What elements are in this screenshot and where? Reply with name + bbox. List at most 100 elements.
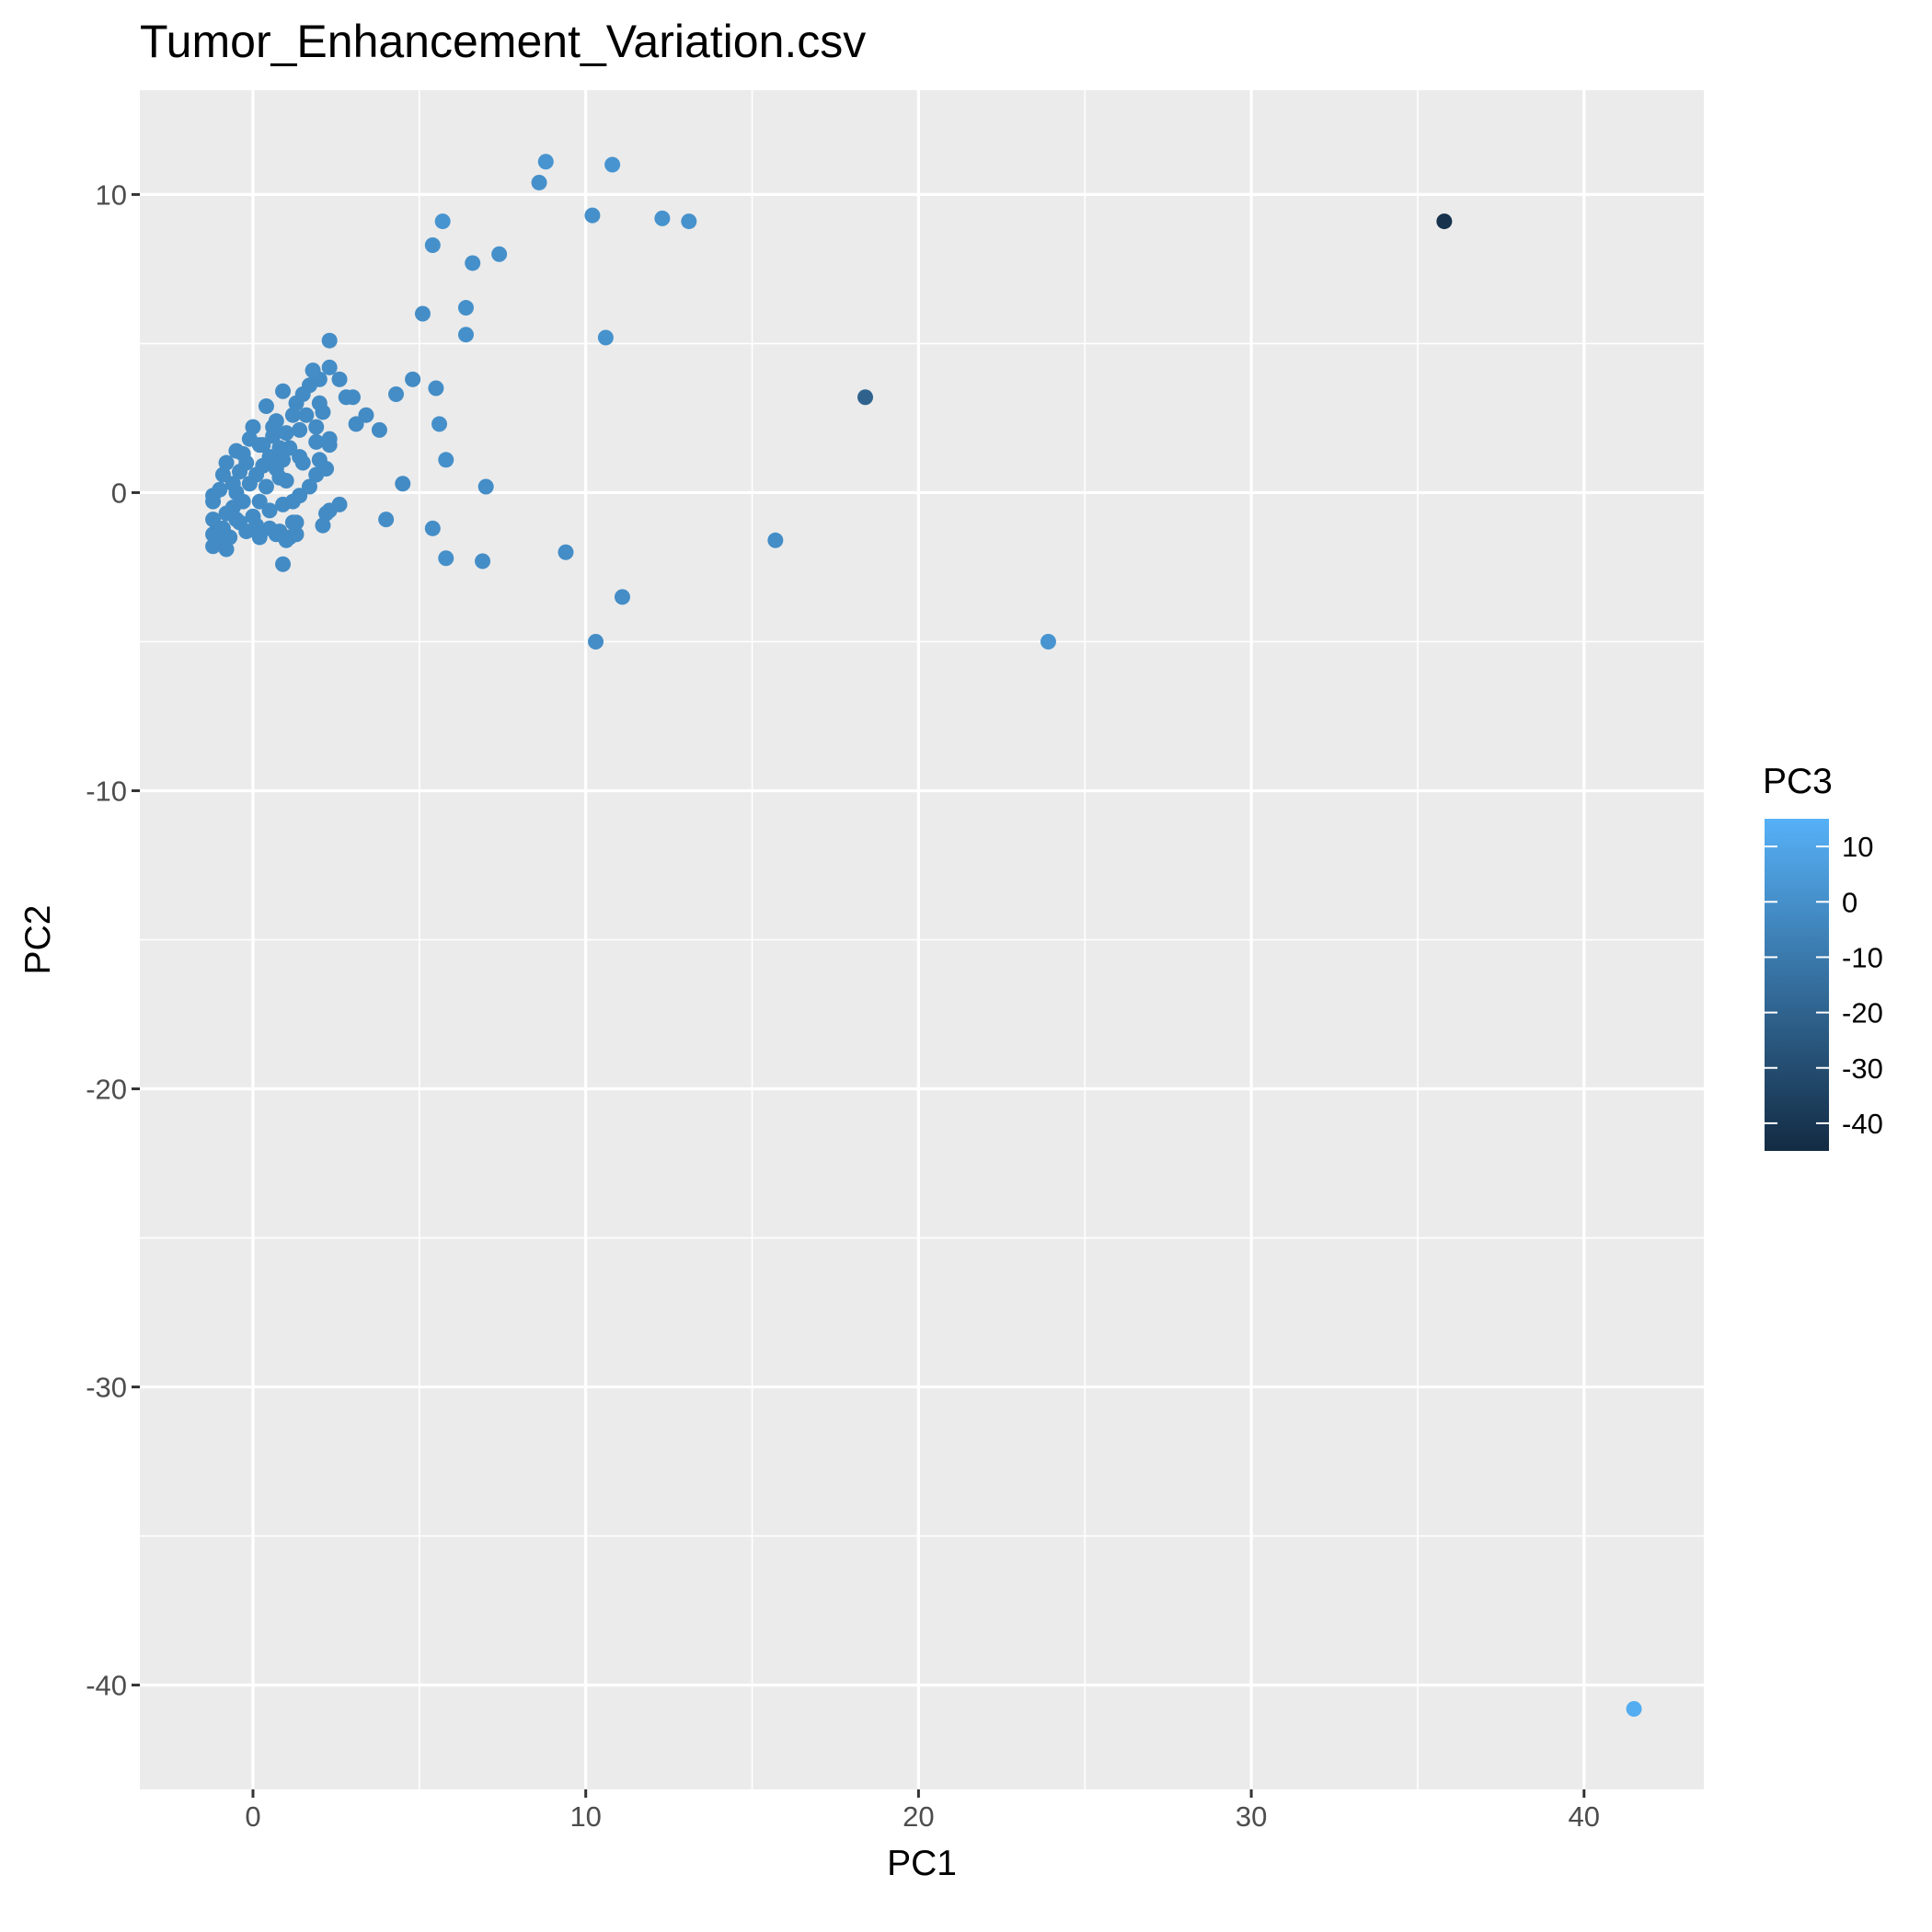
data-point xyxy=(248,517,265,534)
y-tick-label: 10 xyxy=(96,178,127,211)
data-points xyxy=(205,154,1642,1718)
data-point xyxy=(681,213,697,230)
data-point xyxy=(241,476,258,492)
data-point xyxy=(311,395,328,411)
data-point xyxy=(558,544,574,560)
data-point xyxy=(414,305,431,322)
color-legend: PC3 10 0 -10 -20 -30 -40 xyxy=(1763,762,1883,1151)
data-point xyxy=(305,362,321,379)
data-point xyxy=(315,517,331,534)
legend-tick-label: 0 xyxy=(1842,886,1857,918)
data-point xyxy=(205,538,222,555)
data-point xyxy=(282,440,298,456)
data-point xyxy=(241,431,258,447)
data-point xyxy=(857,389,874,406)
data-point xyxy=(255,437,271,454)
data-point xyxy=(261,502,278,519)
data-point xyxy=(654,210,671,226)
y-tick-label: -30 xyxy=(86,1372,127,1404)
data-point xyxy=(288,395,305,411)
data-point xyxy=(321,359,338,375)
x-axis-title: PC1 xyxy=(887,1844,957,1883)
data-point xyxy=(431,416,448,432)
data-point xyxy=(395,476,411,492)
data-point xyxy=(212,481,228,498)
x-tick-label: 20 xyxy=(903,1800,934,1833)
data-point xyxy=(424,236,441,253)
legend-tick-label: 10 xyxy=(1842,831,1873,863)
x-axis-ticks: 0 10 20 30 40 xyxy=(245,1789,1600,1833)
data-point xyxy=(588,633,604,650)
y-axis-ticks: 10 0 -10 -20 -30 -40 xyxy=(86,178,140,1702)
data-point xyxy=(338,389,354,406)
grid-minor xyxy=(140,90,1704,1789)
data-point xyxy=(604,156,621,173)
data-point xyxy=(767,532,784,548)
data-point xyxy=(288,514,305,531)
y-tick-label: -20 xyxy=(86,1074,127,1106)
data-point xyxy=(278,425,294,442)
colorbar xyxy=(1765,819,1829,1151)
data-point xyxy=(218,454,235,471)
data-point xyxy=(311,452,328,468)
data-point xyxy=(1040,633,1056,650)
data-point xyxy=(428,380,444,397)
data-point xyxy=(224,476,241,492)
data-point xyxy=(308,419,325,435)
data-point xyxy=(228,512,245,528)
data-point xyxy=(378,512,395,528)
data-point xyxy=(232,464,248,480)
data-point xyxy=(275,383,292,399)
legend-tick-label: -20 xyxy=(1842,997,1883,1029)
legend-tick-label: -30 xyxy=(1842,1052,1883,1085)
data-point xyxy=(258,397,274,414)
x-tick-label: 0 xyxy=(245,1800,260,1833)
data-point xyxy=(597,329,614,346)
data-point xyxy=(214,466,231,483)
data-point xyxy=(292,421,308,438)
data-point xyxy=(265,419,282,435)
data-point xyxy=(531,174,547,190)
data-point xyxy=(268,461,284,477)
grid-major xyxy=(140,90,1704,1789)
data-point xyxy=(477,478,494,495)
data-point xyxy=(214,520,231,536)
data-point xyxy=(438,452,454,468)
data-point xyxy=(475,553,491,569)
data-point xyxy=(251,529,268,546)
data-point xyxy=(358,407,374,423)
data-point xyxy=(434,213,451,230)
legend-tick-label: -10 xyxy=(1842,941,1883,973)
legend-title: PC3 xyxy=(1763,762,1833,801)
data-point xyxy=(405,371,421,387)
data-point xyxy=(205,512,222,528)
x-tick-label: 40 xyxy=(1569,1800,1600,1833)
data-point xyxy=(258,478,274,495)
data-point xyxy=(251,493,268,510)
data-point xyxy=(245,419,261,435)
data-point xyxy=(424,520,441,536)
data-point xyxy=(301,478,317,495)
data-point xyxy=(388,386,405,403)
data-point xyxy=(584,207,601,224)
data-point xyxy=(614,589,630,605)
legend-ticks: 10 0 -10 -20 -30 -40 xyxy=(1765,831,1883,1140)
data-point xyxy=(465,255,481,271)
y-tick-label: -10 xyxy=(86,775,127,807)
data-point xyxy=(348,416,364,432)
data-point xyxy=(1626,1701,1642,1718)
x-tick-label: 30 xyxy=(1236,1800,1267,1833)
data-point xyxy=(457,327,474,343)
chart-title: Tumor_Enhancement_Variation.csv xyxy=(140,16,866,67)
data-point xyxy=(321,332,338,349)
data-point xyxy=(438,550,454,567)
data-point xyxy=(331,371,348,387)
data-point xyxy=(261,520,278,536)
data-point xyxy=(298,407,315,423)
data-point xyxy=(457,300,474,316)
data-point xyxy=(275,496,292,512)
data-point xyxy=(321,437,338,454)
data-point xyxy=(1436,213,1453,230)
data-point xyxy=(491,246,508,262)
